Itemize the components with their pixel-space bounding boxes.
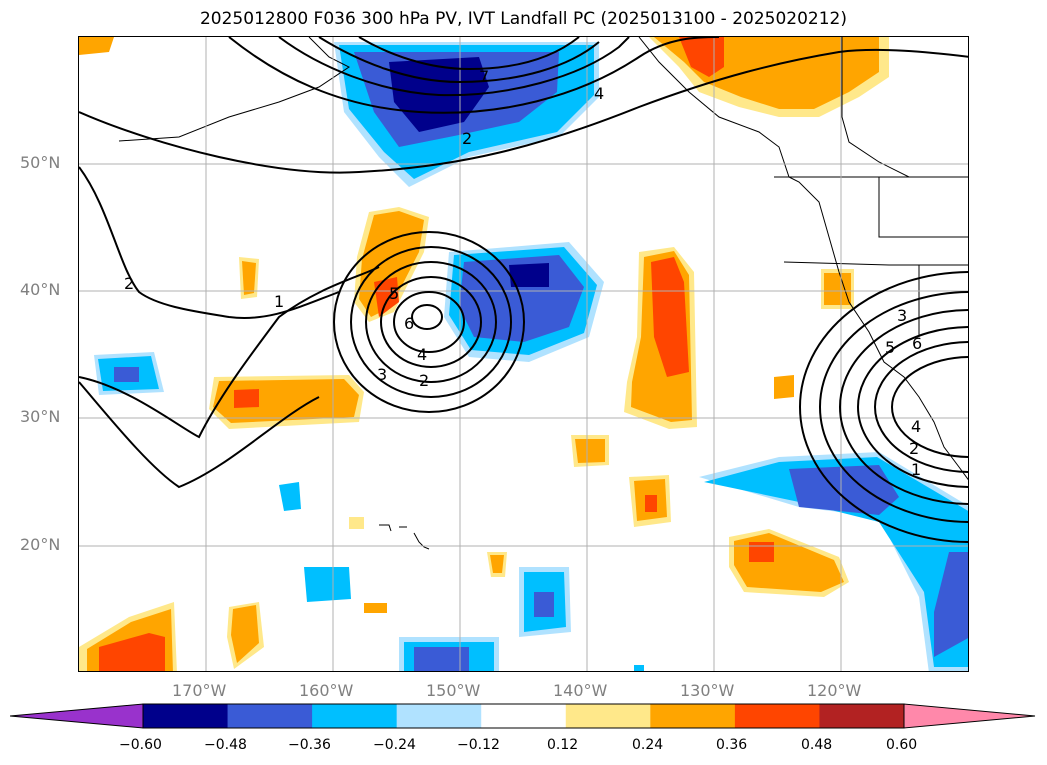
map-title: 2025012800 F036 300 hPa PV, IVT Landfall… — [199, 9, 847, 29]
colorbar — [10, 703, 1036, 729]
lat-label-40: 40°N — [20, 280, 61, 299]
colorbar-tick: 0.36 — [716, 737, 748, 753]
contour-label: 1 — [911, 460, 921, 479]
colorbar-tick: −0.12 — [457, 737, 500, 753]
colorbar-left-arrow — [10, 703, 144, 729]
contour-label: 1 — [274, 292, 284, 311]
colorbar-swatch — [227, 704, 313, 728]
lon-label-150w: 150°W — [426, 681, 481, 700]
lon-label-130w: 130°W — [680, 681, 735, 700]
colorbar-tick: −0.60 — [119, 737, 162, 753]
contour-label: 6 — [404, 314, 414, 333]
contour-label: 7 — [479, 67, 489, 86]
colorbar-swatch — [819, 704, 905, 728]
lon-label-140w: 140°W — [553, 681, 608, 700]
contour-label: 4 — [911, 417, 921, 436]
colorbar-swatch — [565, 704, 651, 728]
map-panel: 7 4 2 2 1 5 6 4 3 2 3 5 6 4 2 1 — [78, 36, 969, 672]
contour-label: 5 — [885, 338, 895, 357]
coastlines — [118, 37, 968, 550]
colorbar-tick: 0.48 — [801, 737, 833, 753]
contour-label: 6 — [912, 334, 922, 353]
colorbar-tick: −0.36 — [288, 737, 331, 753]
contour-label: 5 — [389, 284, 399, 303]
lat-label-20: 20°N — [20, 535, 61, 554]
colorbar-swatch — [481, 704, 567, 728]
contour-label: 2 — [419, 371, 429, 390]
colorbar-frame — [142, 703, 905, 729]
lon-label-120w: 120°W — [807, 681, 862, 700]
colorbar-right-arrow — [903, 703, 1036, 729]
map-canvas: 7 4 2 2 1 5 6 4 3 2 3 5 6 4 2 1 — [79, 37, 968, 671]
contour-label: 2 — [462, 129, 472, 148]
colorbar-swatch — [396, 704, 482, 728]
colorbar-tick: −0.48 — [204, 737, 247, 753]
lon-label-160w: 160°W — [299, 681, 354, 700]
colorbar-swatch — [312, 704, 398, 728]
contour-label: 2 — [909, 439, 919, 458]
contour-label-group: 7 4 2 2 1 5 6 4 3 2 3 5 6 4 2 1 — [124, 67, 922, 479]
lat-label-30: 30°N — [20, 407, 61, 426]
colorbar-tick: 0.12 — [547, 737, 579, 753]
colorbar-tick: 0.24 — [632, 737, 664, 753]
colorbar-swatch — [734, 704, 820, 728]
colorbar-swatch — [650, 704, 736, 728]
colorbar-swatch — [143, 704, 229, 728]
contour-label: 4 — [594, 84, 604, 103]
colorbar-tick: 0.60 — [886, 737, 918, 753]
contour-label: 4 — [417, 345, 427, 364]
colorbar-tick: −0.24 — [373, 737, 416, 753]
contour-label: 3 — [897, 306, 907, 325]
contour-label: 3 — [377, 365, 387, 384]
lat-label-50: 50°N — [20, 153, 61, 172]
lon-label-170w: 170°W — [172, 681, 227, 700]
pv-positive-anomalies — [79, 37, 889, 671]
ivt-contours — [79, 37, 968, 543]
contour-label: 2 — [124, 274, 134, 293]
